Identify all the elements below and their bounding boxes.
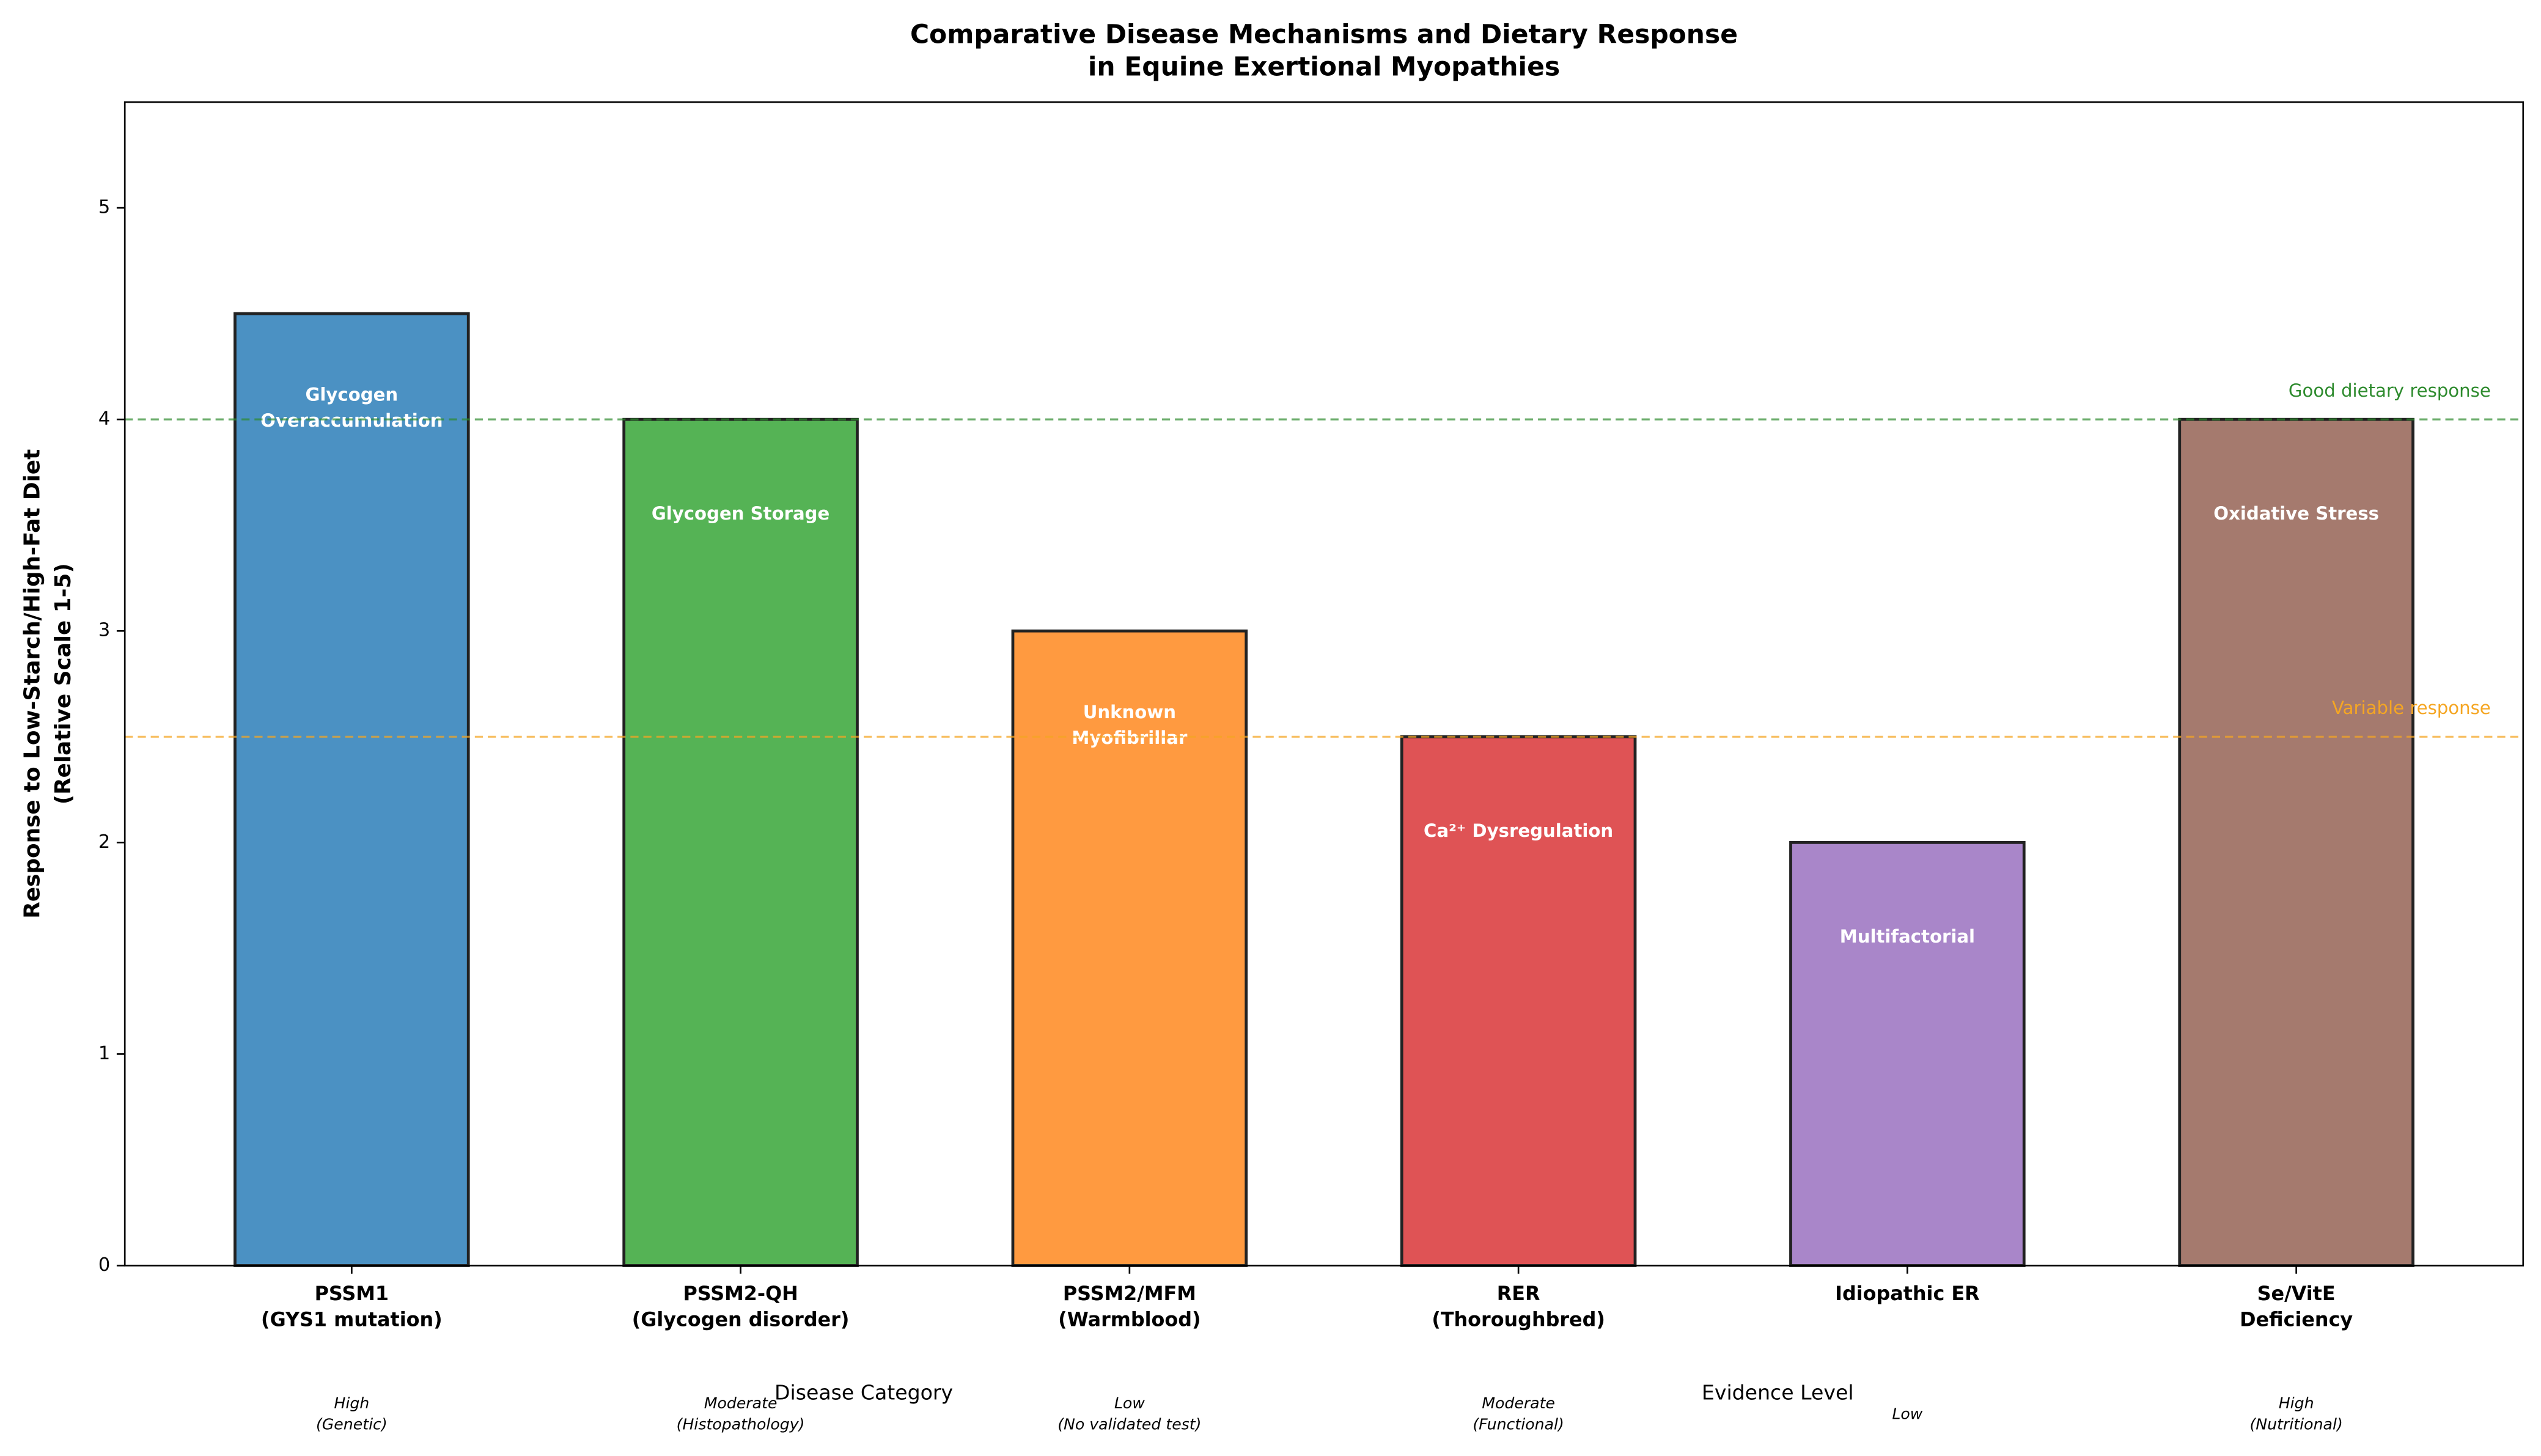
- y-tick-label: 3: [98, 620, 110, 641]
- evidence-label: Low (No validated test): [1057, 1394, 1201, 1433]
- bar: [234, 312, 470, 1267]
- y-tick-label: 5: [98, 197, 110, 218]
- evidence-label: High (Genetic): [316, 1394, 388, 1433]
- plot-frame: [123, 101, 2524, 1267]
- y-tick-label: 4: [98, 408, 110, 430]
- mechanism-label: Multifactorial: [1840, 926, 1975, 947]
- evidence-label: Moderate (Histopathology): [677, 1394, 805, 1433]
- mechanism-label: Glycogen Overaccumulation: [260, 384, 443, 431]
- bar: [1789, 840, 2026, 1267]
- y-tick-label: 1: [98, 1043, 110, 1064]
- reference-label: Variable response: [2332, 697, 2491, 718]
- mechanism-label: Glycogen Storage: [652, 503, 829, 524]
- x-tick-label: Se/VitE Deficiency: [2240, 1282, 2353, 1331]
- reference-label: Good dietary response: [2289, 380, 2491, 401]
- evidence-label: Low: [1892, 1405, 1922, 1422]
- bar: [1400, 735, 1637, 1267]
- chart-title: Comparative Disease Mechanisms and Dieta…: [910, 20, 1738, 82]
- x-tick-label: RER (Thoroughbred): [1432, 1282, 1605, 1331]
- x-tick-label: PSSM2-QH (Glycogen disorder): [632, 1282, 850, 1331]
- mechanism-label: Unknown Myofibrillar: [1072, 702, 1188, 748]
- mechanism-label: Oxidative Stress: [2213, 503, 2379, 524]
- evidence-label: High (Nutritional): [2249, 1394, 2342, 1433]
- x-tick-label: PSSM2/MFM (Warmblood): [1058, 1282, 1201, 1331]
- evidence-label: Moderate (Functional): [1473, 1394, 1564, 1433]
- bar: [2178, 417, 2414, 1267]
- y-tick-label: 0: [98, 1254, 110, 1276]
- bar: [1011, 629, 1248, 1267]
- bar: [622, 417, 859, 1267]
- y-tick-label: 2: [98, 831, 110, 853]
- x-axis-label: Disease Category: [774, 1380, 953, 1404]
- x-tick-label: PSSM1 (GYS1 mutation): [261, 1282, 443, 1331]
- x-tick-label: Idiopathic ER: [1835, 1282, 1979, 1305]
- x-axis-label-secondary: Evidence Level: [1702, 1380, 1854, 1404]
- y-axis-label: Response to Low-Starch/High-Fat Diet (Rel…: [20, 449, 75, 919]
- mechanism-label: Ca²⁺ Dysregulation: [1424, 820, 1613, 841]
